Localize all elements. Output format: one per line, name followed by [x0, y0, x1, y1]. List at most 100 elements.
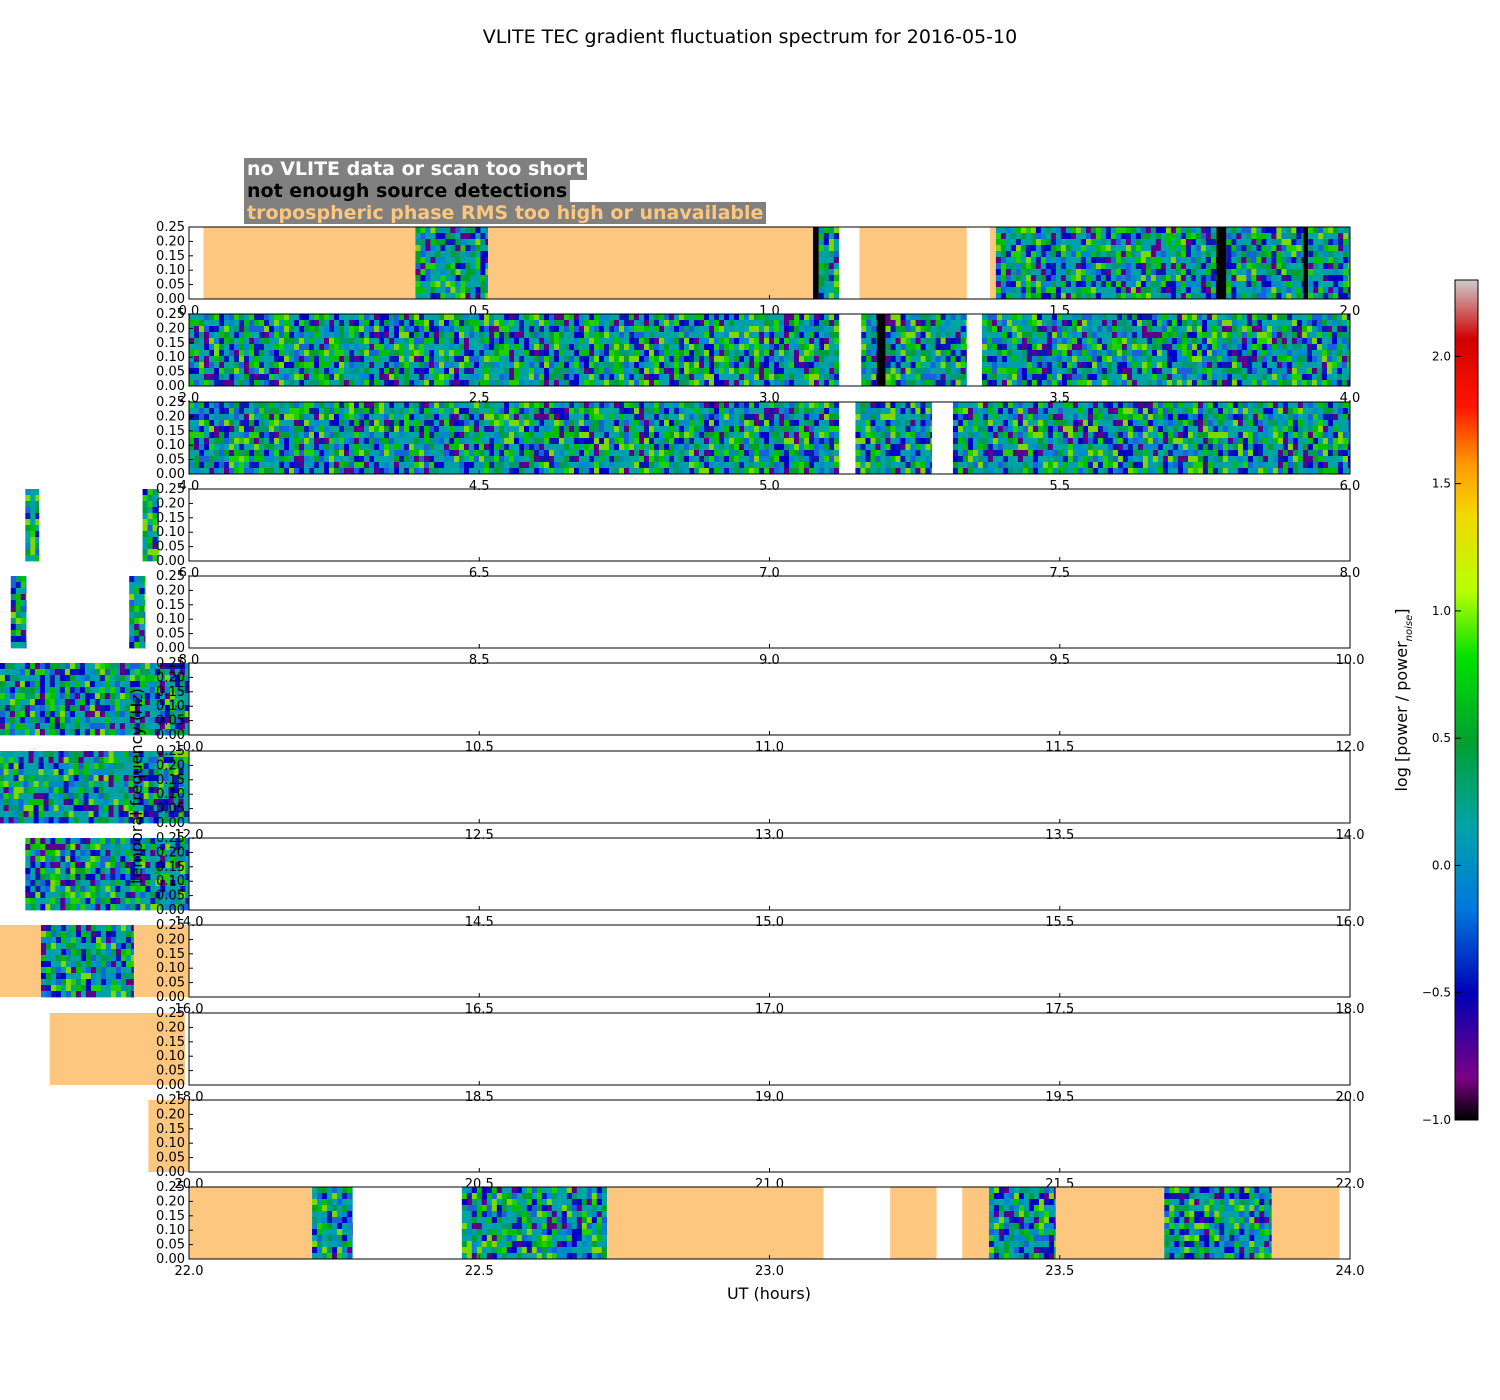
y-tick-label: 0.15 — [156, 598, 185, 613]
y-tick-label: 0.00 — [156, 554, 185, 569]
panel-frame — [188, 488, 1351, 562]
x-tick-label: 11.5 — [1045, 740, 1074, 755]
y-tick-label: 0.10 — [156, 612, 185, 627]
x-axis-label: UT (hours) — [727, 1284, 811, 1303]
tropo-segment — [0, 925, 41, 997]
colorbar-tick-label: 0.0 — [1432, 858, 1451, 872]
y-tick-label: 0.15 — [156, 860, 185, 875]
data-segment — [1226, 227, 1304, 300]
x-tick-label: 9.0 — [759, 653, 780, 668]
x-tick-label: 20.0 — [1336, 1090, 1365, 1105]
nodata-segment — [1339, 1187, 1350, 1259]
x-tick-label: 17.0 — [755, 1002, 784, 1017]
data-segment — [25, 489, 40, 562]
y-tick-label: 0.05 — [156, 802, 185, 817]
x-tick-label: 5.0 — [759, 479, 780, 494]
y-tick-label: 0.05 — [156, 1238, 185, 1253]
tropo-segment — [189, 1187, 313, 1259]
nodata-segment — [966, 314, 982, 386]
x-tick-label: 10.5 — [465, 740, 494, 755]
nodata-segment — [966, 227, 991, 299]
x-tick-label: 14.5 — [465, 915, 494, 930]
nodata-segment — [0, 576, 11, 648]
colorbar-tick-label: 0.5 — [1432, 731, 1451, 745]
y-tick-label: 0.10 — [156, 699, 185, 714]
legend-tropospheric: tropospheric phase RMS too high or unava… — [244, 202, 767, 224]
x-tick-label: 16.0 — [1336, 915, 1365, 930]
tropo-segment — [487, 227, 814, 299]
data-segment — [25, 838, 190, 911]
tropo-segment — [606, 1187, 824, 1259]
y-tick-label: 0.15 — [156, 1035, 185, 1050]
y-tick-label: 0.20 — [156, 496, 185, 511]
y-tick-label: 0.00 — [156, 1078, 185, 1093]
y-tick-label: 0.00 — [156, 1252, 185, 1267]
y-tick-label: 0.15 — [156, 511, 185, 526]
x-tick-label: 8.5 — [469, 653, 490, 668]
y-tick-label: 0.05 — [156, 1064, 185, 1079]
y-tick-label: 0.15 — [156, 249, 185, 264]
y-tick-label: 0.15 — [156, 685, 185, 700]
x-tick-label: 15.5 — [1045, 915, 1074, 930]
data-segment — [952, 402, 1351, 475]
nodata-segment — [158, 489, 189, 561]
nodata-segment — [932, 402, 953, 474]
x-tick-label: 13.0 — [755, 828, 784, 843]
y-tick-label: 0.20 — [156, 583, 185, 598]
spectrum-panel: 0.000.050.100.150.200.250.0 0.5 1.0 1.5 2.0 — [156, 220, 1360, 319]
data-segment — [981, 314, 1351, 387]
nodata-segment — [145, 576, 189, 648]
y-tick-label: 0.25 — [156, 744, 185, 759]
y-tick-label: 0.25 — [156, 656, 185, 671]
y-tick-label: 0.25 — [156, 395, 185, 410]
nodata-segment — [936, 1187, 963, 1259]
nodata-segment — [839, 227, 860, 299]
y-tick-label: 0.00 — [156, 903, 185, 918]
panel-frame — [188, 837, 1351, 911]
nodata-segment — [184, 1013, 189, 1085]
legend-detections: not enough source detections — [244, 180, 571, 202]
panel-frame — [188, 1012, 1351, 1086]
y-tick-label: 0.00 — [156, 641, 185, 656]
y-tick-label: 0.00 — [156, 379, 185, 394]
y-tick-label: 0.25 — [156, 307, 185, 322]
data-segment — [189, 314, 840, 387]
data-segment — [415, 227, 489, 300]
chart-title: VLITE TEC gradient fluctuation spectrum … — [483, 26, 1017, 48]
y-tick-label: 0.20 — [156, 1020, 185, 1035]
data-segment — [129, 576, 146, 649]
x-tick-label: 18.5 — [465, 1090, 494, 1105]
y-tick-label: 0.20 — [156, 670, 185, 685]
y-tick-label: 0.10 — [156, 1223, 185, 1238]
y-tick-label: 0.10 — [156, 350, 185, 365]
y-tick-label: 0.20 — [156, 845, 185, 860]
x-tick-label: 5.5 — [1049, 479, 1070, 494]
tropo-segment — [1055, 1187, 1165, 1259]
spectrum-panel: 0.000.050.100.150.200.25 22.0 22.5 23.0 23.5… — [156, 1180, 1364, 1279]
y-tick-label: 0.15 — [156, 1122, 185, 1137]
x-tick-label: 15.0 — [755, 915, 784, 930]
y-tick-label: 0.00 — [156, 816, 185, 831]
nodata-segment — [0, 1013, 50, 1085]
y-tick-label: 0.20 — [156, 1194, 185, 1209]
spectrum-panel: 0.000.050.100.150.200.256.0 6.5 7.0 7.5 8.0 — [0, 482, 1360, 581]
y-tick-label: 0.05 — [156, 714, 185, 729]
y-tick-label: 0.10 — [156, 263, 185, 278]
y-tick-label: 0.05 — [156, 540, 185, 555]
x-tick-label: 10.0 — [1336, 653, 1365, 668]
y-tick-label: 0.25 — [156, 220, 185, 235]
x-tick-label: 23.5 — [1045, 1264, 1074, 1279]
detect-segment — [1303, 227, 1309, 299]
data-segment — [461, 1187, 608, 1260]
y-tick-label: 0.10 — [156, 1136, 185, 1151]
detect-segment — [876, 314, 886, 386]
spectrum-panel: 0.000.050.100.150.200.258.0 8.5 9.0 9.5 10.0 — [0, 569, 1364, 668]
panel-frame — [188, 1099, 1351, 1173]
nodata-segment — [39, 489, 143, 561]
y-tick-label: 0.20 — [156, 409, 185, 424]
nodata-segment — [189, 227, 204, 299]
y-tick-label: 0.10 — [156, 961, 185, 976]
